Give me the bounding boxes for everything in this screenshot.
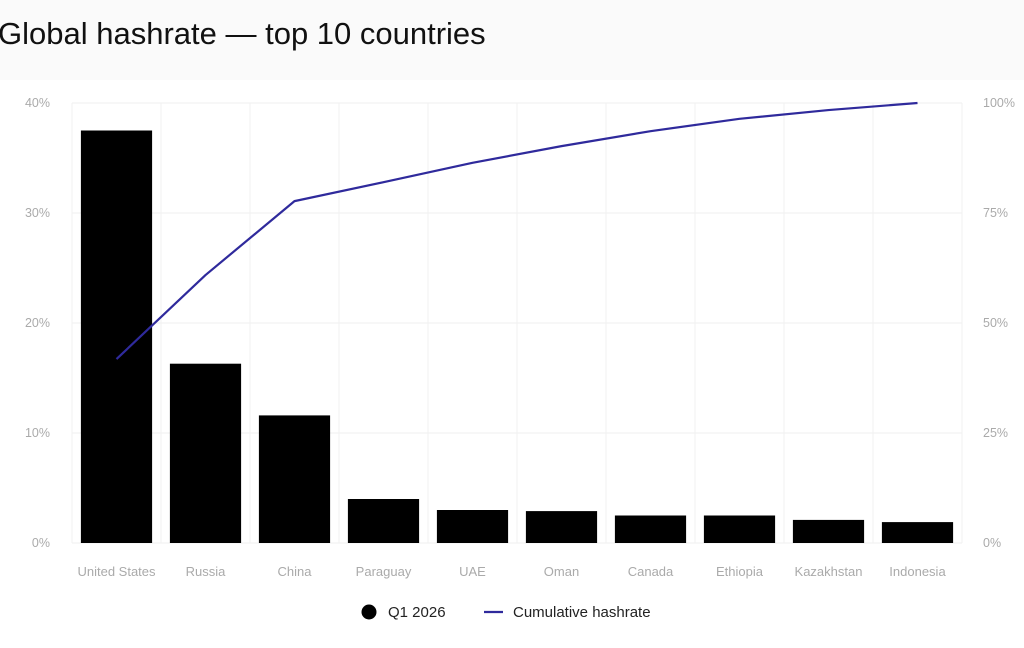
title-band bbox=[0, 0, 1024, 80]
x-tick-label: UAE bbox=[459, 564, 486, 579]
bar bbox=[703, 515, 776, 543]
y-left-tick-label: 10% bbox=[25, 426, 50, 440]
legend-label-bars: Q1 2026 bbox=[388, 604, 446, 621]
x-tick-label: Ethiopia bbox=[716, 564, 764, 579]
y-left-tick-label: 40% bbox=[25, 96, 50, 110]
y-left-tick-label: 30% bbox=[25, 206, 50, 220]
x-tick-label: Russia bbox=[186, 564, 227, 579]
bar bbox=[436, 510, 509, 543]
y-right-tick-label: 25% bbox=[983, 426, 1008, 440]
x-tick-label: United States bbox=[77, 564, 156, 579]
y-right-tick-label: 0% bbox=[983, 536, 1001, 550]
bar bbox=[347, 499, 420, 543]
y-right-tick-label: 75% bbox=[983, 206, 1008, 220]
x-tick-label: Indonesia bbox=[889, 564, 946, 579]
y-right-tick-label: 100% bbox=[983, 96, 1015, 110]
y-left-tick-label: 20% bbox=[25, 316, 50, 330]
chart-title: Global hashrate — top 10 countries bbox=[0, 16, 486, 51]
cumulative-line bbox=[115, 101, 918, 360]
y-right-tick-label: 50% bbox=[983, 316, 1008, 330]
bar bbox=[881, 522, 954, 543]
legend-bar-marker bbox=[361, 604, 377, 620]
bar bbox=[258, 415, 331, 543]
x-tick-label: Canada bbox=[628, 564, 674, 579]
x-tick-label: China bbox=[278, 564, 313, 579]
x-tick-label: Paraguay bbox=[356, 564, 412, 579]
y-left-tick-label: 0% bbox=[32, 536, 50, 550]
bar bbox=[169, 363, 242, 543]
legend-label-line: Cumulative hashrate bbox=[513, 604, 651, 621]
x-tick-label: Kazakhstan bbox=[795, 564, 863, 579]
bar bbox=[525, 511, 598, 543]
bar bbox=[792, 519, 865, 543]
bar bbox=[614, 515, 687, 543]
x-tick-label: Oman bbox=[544, 564, 579, 579]
